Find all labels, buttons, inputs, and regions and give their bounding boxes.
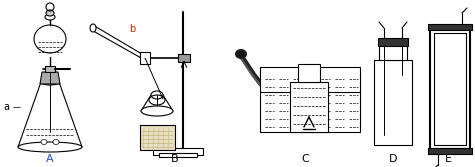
Ellipse shape — [53, 139, 59, 144]
Bar — [140, 125, 175, 150]
Ellipse shape — [41, 79, 59, 85]
Bar — [290, 82, 328, 132]
Bar — [374, 60, 412, 145]
Bar — [140, 52, 150, 64]
Ellipse shape — [90, 24, 96, 32]
Text: A: A — [46, 154, 54, 164]
Bar — [153, 148, 203, 155]
Bar — [428, 148, 472, 154]
Ellipse shape — [41, 139, 47, 144]
Bar — [178, 54, 190, 62]
Ellipse shape — [45, 14, 55, 20]
Text: D: D — [389, 154, 397, 164]
Polygon shape — [40, 72, 60, 84]
Polygon shape — [141, 95, 173, 111]
Text: a: a — [3, 102, 9, 112]
Bar — [378, 38, 408, 46]
Ellipse shape — [18, 142, 82, 152]
Text: C: C — [301, 154, 309, 164]
Bar — [428, 24, 472, 30]
Bar — [45, 66, 55, 72]
Ellipse shape — [34, 25, 66, 53]
Bar — [159, 153, 197, 157]
Polygon shape — [18, 82, 82, 147]
Bar — [260, 67, 360, 132]
Ellipse shape — [46, 10, 54, 16]
Text: E: E — [445, 154, 452, 164]
Ellipse shape — [141, 106, 173, 116]
Text: b: b — [129, 24, 135, 34]
Bar — [298, 64, 320, 82]
Bar — [379, 42, 407, 60]
Ellipse shape — [151, 91, 163, 99]
Text: B: B — [171, 154, 179, 164]
Ellipse shape — [236, 50, 246, 58]
